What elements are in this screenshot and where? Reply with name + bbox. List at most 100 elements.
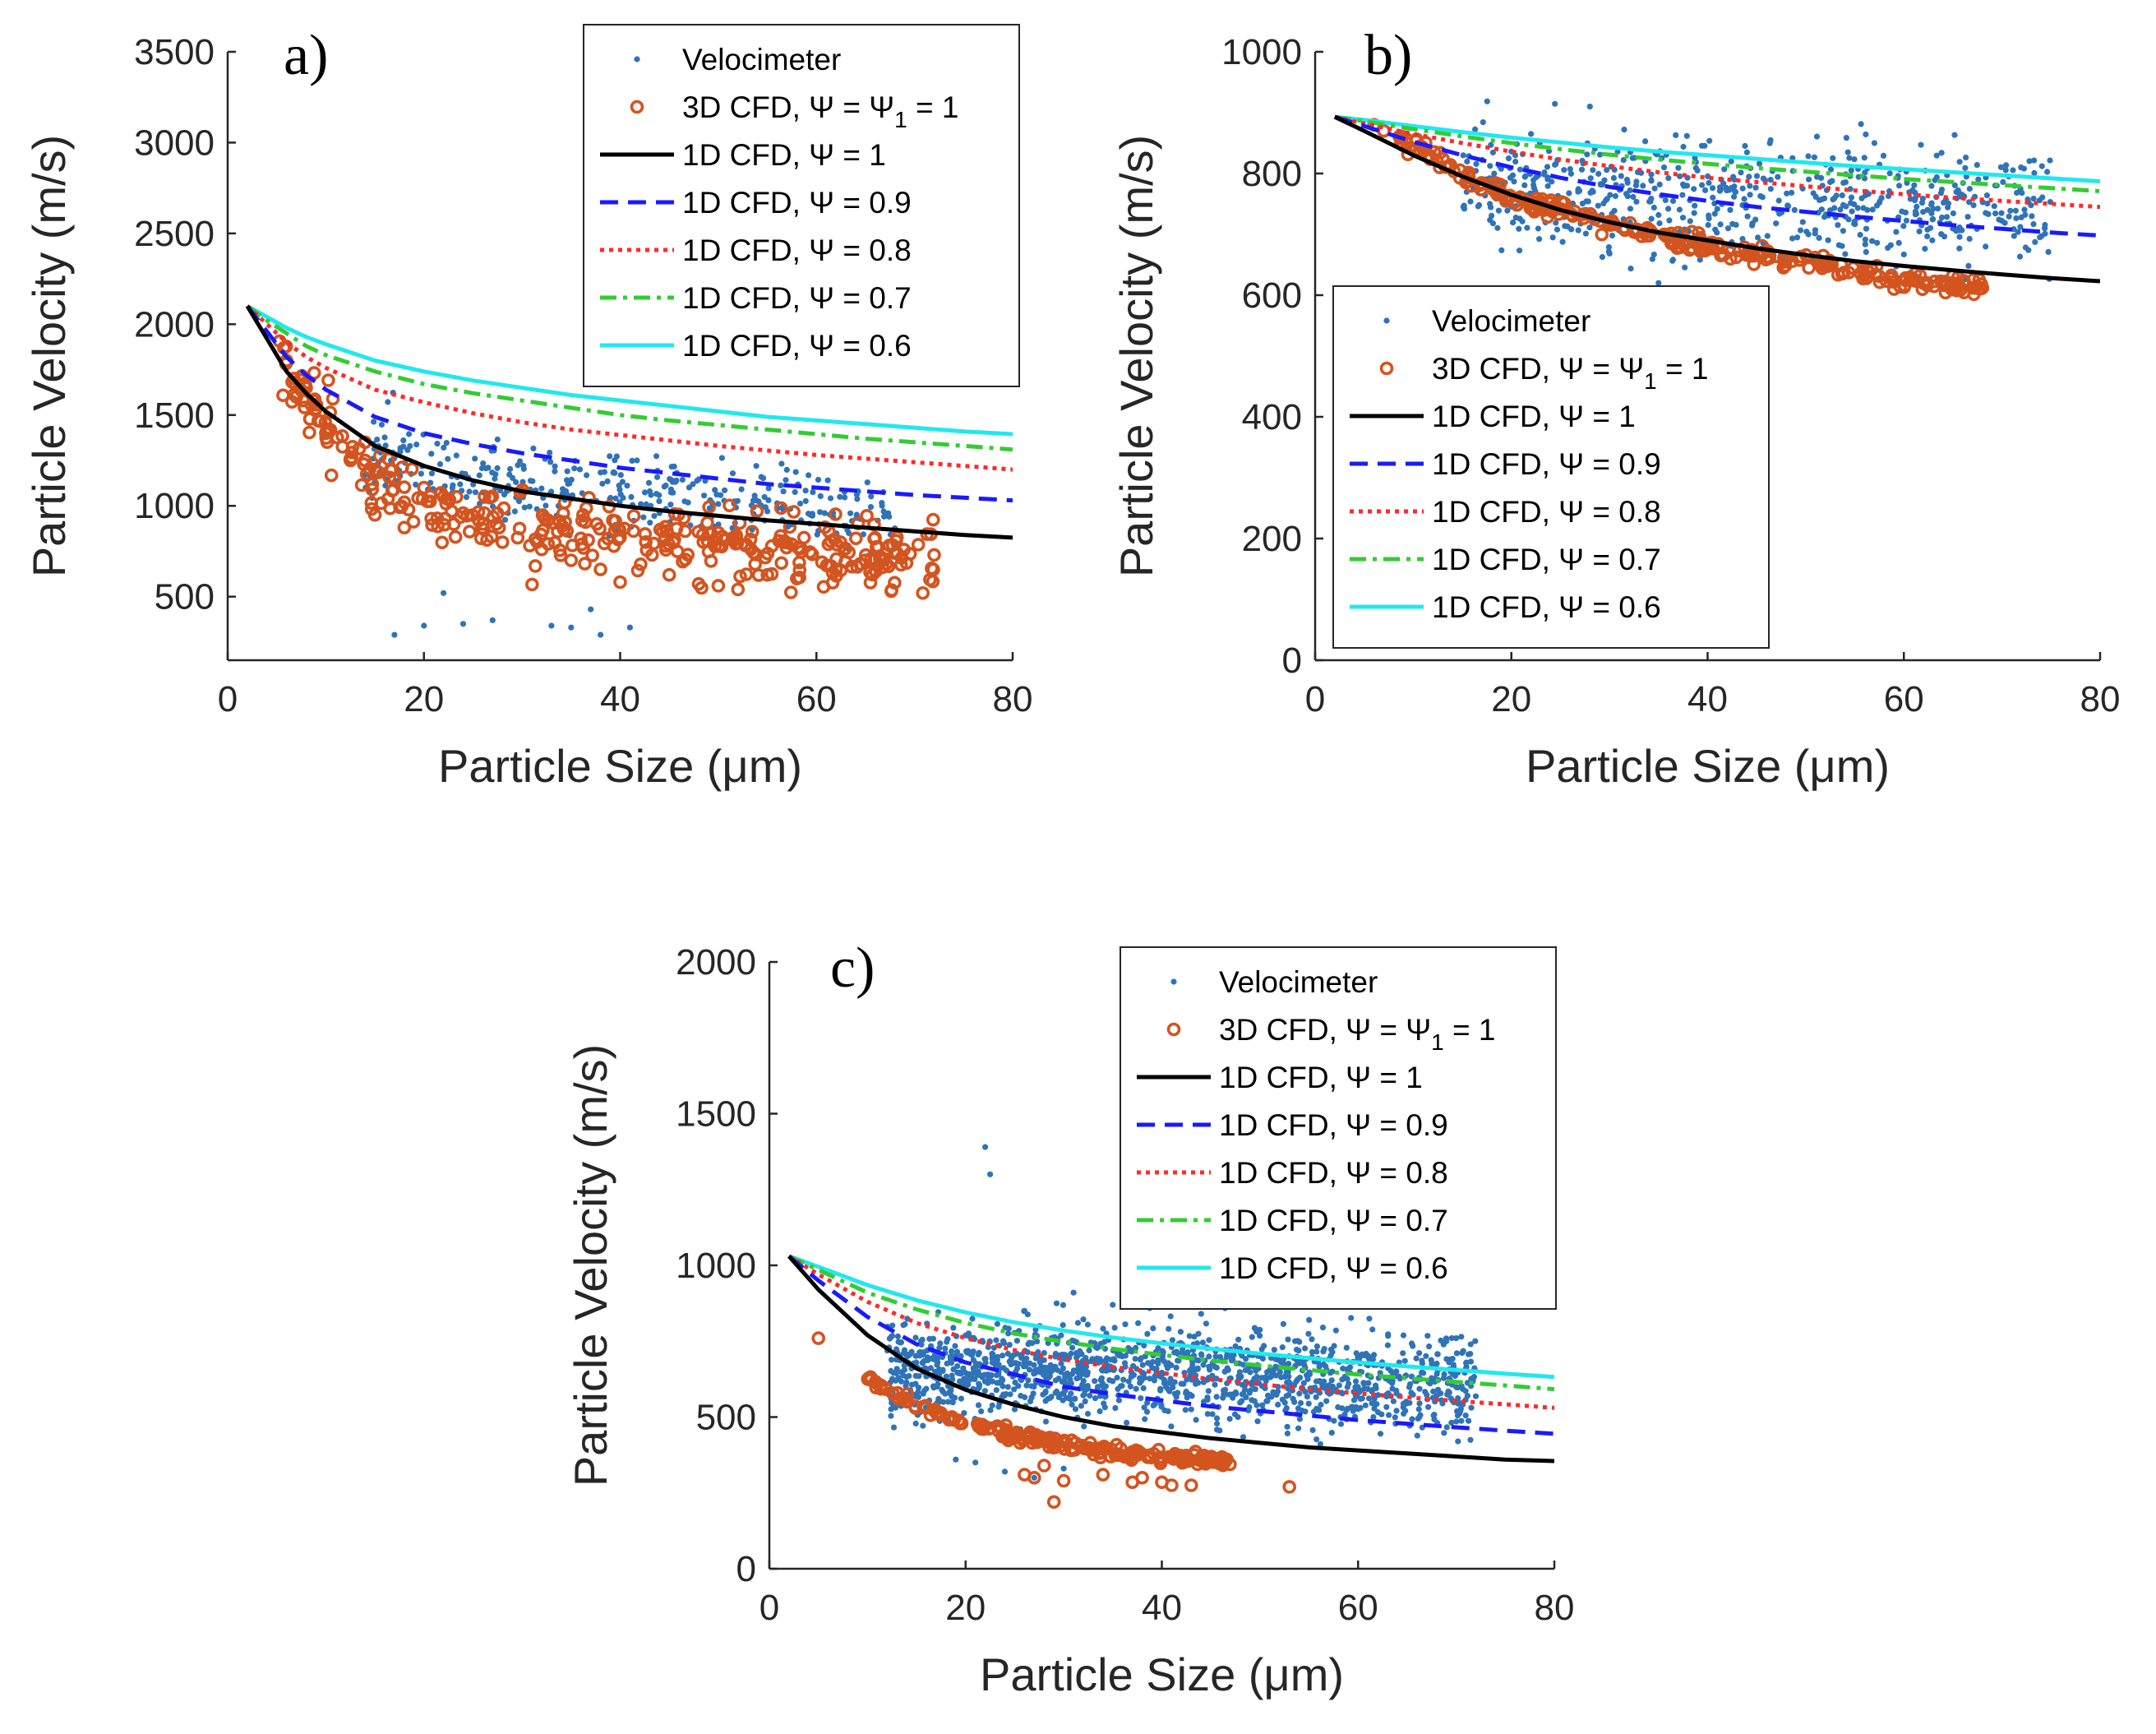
velocimeter-point [1000,1383,1006,1390]
velocimeter-point [1249,1379,1255,1385]
velocimeter-point [1453,1418,1460,1425]
velocimeter-point [1141,1375,1147,1381]
velocimeter-point [888,1367,894,1375]
velocimeter-point [1893,229,1900,235]
velocimeter-point [1150,1325,1156,1332]
line-psi_1 [245,305,1013,540]
velocimeter-point [952,1343,958,1349]
velocimeter-point [1874,239,1881,246]
velocimeter-point [1825,237,1831,243]
cfd3d-point [743,532,758,547]
velocimeter-point [923,1385,930,1392]
velocimeter-point [428,470,436,477]
velocimeter-point [612,495,619,502]
velocimeter-point [1933,152,1940,159]
velocimeter-point [1669,197,1677,205]
velocimeter-point [765,485,772,492]
cfd3d-point [510,530,525,545]
velocimeter-point [538,485,545,492]
velocimeter-point [1319,1325,1327,1331]
velocimeter-point [1168,1423,1175,1430]
velocimeter-point [1552,100,1558,107]
velocimeter-point [552,463,558,469]
velocimeter-point [912,1334,919,1341]
velocimeter-point [1111,1325,1118,1331]
cfd3d-point [406,515,421,529]
velocimeter-point [947,1390,953,1397]
velocimeter-point [1956,224,1963,231]
velocimeter-point [1275,1384,1281,1390]
velocimeter-point [2006,213,2012,220]
velocimeter-point [436,460,444,468]
velocimeter-point [1863,248,1869,256]
velocimeter-point [1383,1403,1390,1410]
velocimeter-point [1000,1353,1006,1359]
velocimeter-point [853,492,860,498]
velocimeter-point [1460,1348,1466,1354]
velocimeter-point [1042,1398,1049,1404]
velocimeter-point [1110,1378,1116,1385]
velocimeter-point [1285,1385,1291,1392]
velocimeter-point [647,520,653,526]
cfd3d-point [404,462,419,476]
velocimeter-point [993,1387,1000,1394]
velocimeter-point [1365,1395,1373,1402]
cfd3d-point [1044,1431,1059,1446]
velocimeter-point [903,1379,910,1385]
velocimeter-point [1941,234,1948,240]
legend-entry-label: 1D CFD, Ψ = 0.6 [682,329,912,363]
velocimeter-point [1198,1352,1205,1358]
cfd3d-point [575,507,590,522]
legend-entry-label: Velocimeter [1432,304,1590,338]
velocimeter-point [1383,1391,1390,1398]
velocimeter-point [463,494,470,501]
velocimeter-point [1384,1342,1391,1348]
velocimeter-point [1316,1363,1323,1370]
velocimeter-point [1378,1411,1385,1417]
velocimeter-point [1175,1357,1181,1364]
velocimeter-point [985,1374,991,1380]
velocimeter-point [1699,182,1706,188]
velocimeter-point [515,462,521,469]
velocimeter-point [1011,1360,1018,1366]
velocimeter-point [1475,201,1483,208]
cfd3d-point [926,574,940,589]
velocimeter-point [1366,1316,1373,1322]
velocimeter-point [2003,162,2010,169]
velocimeter-point [1191,1334,1198,1340]
velocimeter-point [915,1389,921,1395]
velocimeter-point [1329,1383,1337,1390]
velocimeter-point [1656,181,1663,187]
y-tick-label: 2000 [676,942,756,983]
legend-marker-cfd3d [1379,361,1394,376]
velocimeter-point [1094,1355,1101,1362]
velocimeter-point [1443,1424,1450,1431]
velocimeter-point [679,476,686,483]
velocimeter-point [1909,187,1916,193]
velocimeter-point [1623,191,1630,197]
velocimeter-point [1759,194,1766,201]
velocimeter-point [1328,1430,1335,1436]
velocimeter-point [1194,1365,1201,1371]
velocimeter-point [1727,206,1734,213]
velocimeter-point [1339,1405,1346,1412]
y-tick-label: 0 [736,1549,756,1589]
velocimeter-point [1714,206,1720,212]
velocimeter-point [1186,1367,1193,1374]
cfd3d-point [438,511,452,526]
cfd3d-point [1093,1446,1108,1460]
velocimeter-point [1084,1385,1091,1392]
velocimeter-point [949,1348,955,1355]
velocimeter-point [1042,1418,1050,1425]
velocimeter-point [1729,220,1736,227]
velocimeter-point [1533,174,1540,181]
cfd3d-point [626,509,641,523]
velocimeter-point [1554,226,1561,233]
velocimeter-point [993,1337,1000,1343]
cfd3d-point [850,560,865,574]
cfd3d-point [660,524,674,539]
velocimeter-point [901,1366,908,1373]
velocimeter-point [889,1333,895,1339]
velocimeter-point [989,1402,995,1408]
legend-entry-label: 1D CFD, Ψ = 1 [1219,1061,1423,1094]
